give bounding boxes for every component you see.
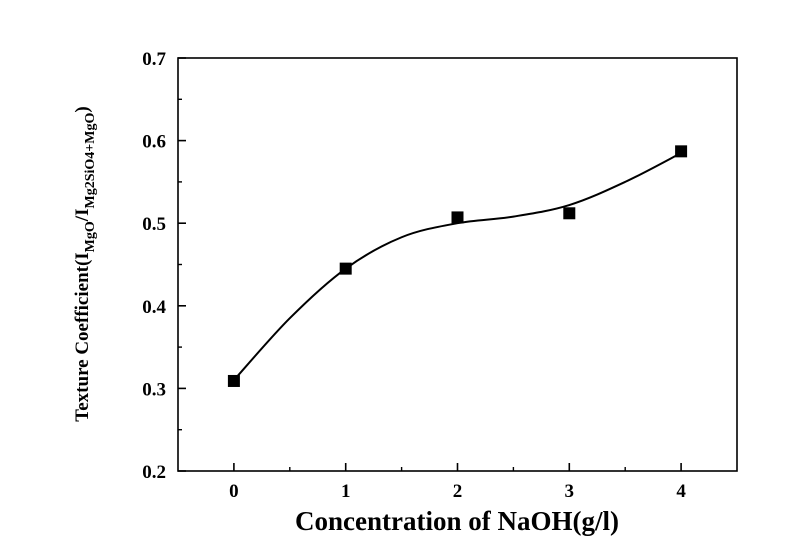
x-tick-label: 3 [565,481,575,502]
x-tick-label: 2 [453,481,463,502]
data-point [675,145,688,158]
data-points [227,145,688,387]
fit-curve [233,152,682,381]
y-axis-title: Texture Coefficient(IMgO/IMg2SiO4+MgO) [72,106,98,421]
y-tick-label: 0.7 [142,49,166,70]
plot-frame [177,57,738,472]
data-point [563,207,576,220]
x-tick-label: 0 [229,481,239,502]
x-tick-label: 1 [341,481,351,502]
y-tick-label: 0.6 [142,132,166,153]
x-axis-title: Concentration of NaOH(g/l) [295,506,619,536]
y-tick-label: 0.5 [142,214,166,235]
y-tick-label: 0.4 [142,297,166,318]
x-ticks: 0 1 2 3 4 [229,463,686,502]
data-point [339,262,352,275]
y-tick-label: 0.3 [142,379,166,400]
y-ticks: 0.2 0.3 0.4 0.5 0.6 0.7 [142,49,186,483]
x-tick-label: 4 [676,481,686,502]
data-point [227,374,240,387]
y-tick-label: 0.2 [142,462,166,483]
data-point [451,211,464,224]
